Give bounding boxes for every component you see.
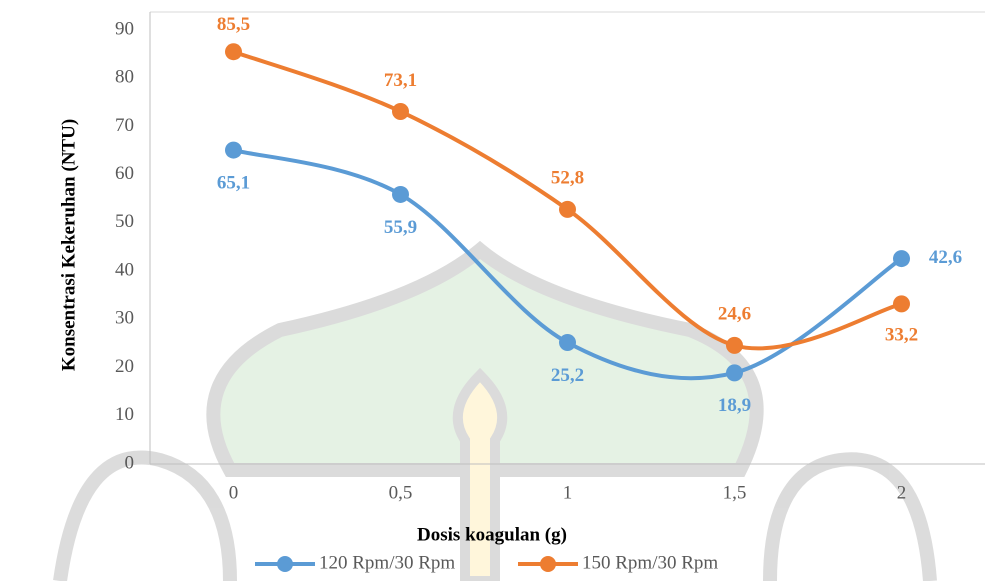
y-tick-label: 80 — [115, 67, 134, 88]
data-point — [726, 364, 743, 382]
data-point — [559, 200, 576, 218]
y-axis-title: Konsentrasi Kekeruhan (NTU) — [58, 119, 79, 371]
x-tick-label: 2 — [897, 482, 907, 503]
y-tick-label: 70 — [115, 115, 134, 136]
data-label: 24,6 — [718, 304, 751, 325]
y-tick-label: 10 — [115, 404, 134, 425]
y-tick-label: 50 — [115, 211, 134, 232]
data-label: 33,2 — [885, 324, 918, 345]
x-tick-label: 0,5 — [389, 482, 413, 503]
legend-label: 150 Rpm/30 Rpm — [582, 552, 718, 573]
legend-marker — [540, 556, 556, 572]
data-point — [225, 43, 242, 61]
y-tick-label: 60 — [115, 163, 134, 184]
data-label: 73,1 — [384, 70, 417, 91]
data-label: 65,1 — [217, 172, 250, 193]
data-label: 25,2 — [551, 365, 584, 386]
data-point — [893, 250, 910, 268]
x-tick-label: 1 — [563, 482, 573, 503]
y-tick-label: 40 — [115, 259, 134, 280]
data-point — [225, 141, 242, 159]
data-label: 18,9 — [718, 395, 751, 416]
data-point — [559, 333, 576, 351]
data-point — [726, 336, 743, 354]
data-point — [893, 295, 910, 313]
x-tick-label: 1,5 — [723, 482, 747, 503]
x-tick-label: 0 — [229, 482, 239, 503]
watermark — [53, 240, 937, 581]
data-label: 55,9 — [384, 217, 417, 238]
data-label: 52,8 — [551, 168, 584, 189]
data-point — [392, 185, 409, 203]
x-axis-title: Dosis koagulan (g) — [417, 524, 567, 545]
data-label: 85,5 — [217, 14, 250, 35]
y-tick-label: 0 — [125, 452, 135, 473]
legend-marker — [277, 556, 293, 572]
y-tick-label: 20 — [115, 356, 134, 377]
y-tick-label: 90 — [115, 18, 134, 39]
y-tick-label: 30 — [115, 308, 134, 329]
data-point — [392, 102, 409, 120]
legend-label: 120 Rpm/30 Rpm — [319, 552, 455, 573]
data-label: 42,6 — [929, 247, 962, 268]
